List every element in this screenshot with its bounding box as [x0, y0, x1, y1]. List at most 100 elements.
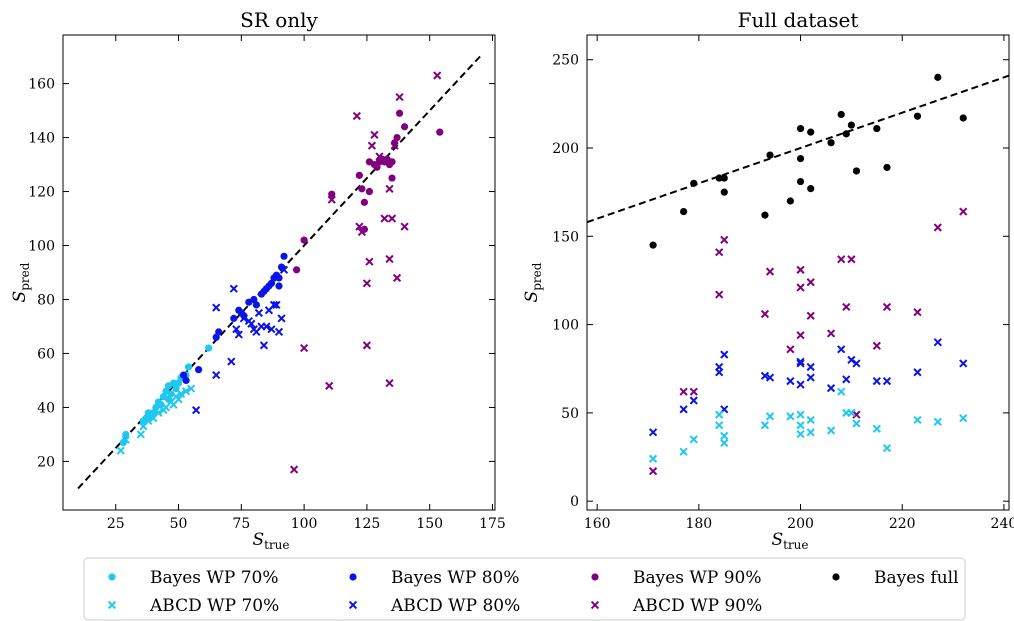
- y-tick-label: 250: [552, 53, 579, 69]
- data-point-dot: [174, 379, 183, 387]
- data-point-x: [796, 380, 805, 389]
- data-point-x: [357, 227, 366, 237]
- data-point-x: [720, 350, 729, 359]
- data-point-x: [433, 71, 442, 80]
- data-point-dot: [172, 384, 180, 393]
- data-point-x: [715, 362, 724, 372]
- data-point-dot: [690, 179, 698, 187]
- data-point-x: [274, 327, 284, 336]
- series-abcd-wp-80-: [192, 265, 289, 415]
- y-tick-label: 200: [552, 141, 579, 157]
- data-point-x: [186, 384, 196, 393]
- data-point-x: [362, 279, 372, 288]
- data-point-x: [837, 345, 846, 354]
- data-point-dot: [360, 198, 368, 206]
- y-tick-label: 0: [570, 494, 579, 510]
- data-point-x: [144, 416, 153, 426]
- data-point-x: [786, 376, 795, 386]
- legend-label: Bayes WP 90%: [633, 568, 762, 588]
- data-point-x: [234, 330, 243, 339]
- data-point-dot: [649, 241, 657, 249]
- data-point-dot: [913, 112, 922, 120]
- data-point-x: [720, 431, 729, 440]
- data-point-x: [806, 311, 815, 320]
- y-tick-label: 150: [552, 229, 579, 245]
- data-point-x: [842, 302, 851, 312]
- legend-x-icon: [107, 600, 117, 610]
- data-point-x: [715, 421, 724, 430]
- data-point-dot: [292, 266, 301, 274]
- data-point-x: [212, 303, 221, 312]
- data-point-dot: [761, 211, 769, 219]
- data-point-x: [267, 325, 276, 334]
- data-point-x: [121, 435, 130, 444]
- data-point-x: [648, 454, 658, 463]
- data-point-dot: [179, 371, 188, 379]
- data-point-dot: [275, 274, 283, 282]
- data-point-x: [375, 152, 384, 161]
- data-point-x: [765, 412, 775, 421]
- data-point-x: [760, 309, 770, 319]
- legend-item: ABCD WP 90%: [590, 596, 762, 616]
- series-bayes-full: [649, 73, 967, 249]
- data-point-x: [325, 381, 334, 390]
- data-point-x: [826, 329, 836, 338]
- data-point-x: [176, 389, 186, 399]
- data-point-x: [796, 359, 805, 368]
- data-point-x: [400, 222, 409, 231]
- data-point-x: [720, 235, 729, 244]
- data-point-dot: [149, 409, 158, 417]
- data-point-dot: [786, 197, 794, 205]
- identity-line: [77, 53, 484, 490]
- data-point-dot: [393, 133, 401, 142]
- plot-2: 160 180 200 220 240 0 50 100 150 200 250 Full datas…: [552, 8, 1014, 532]
- y-tick-label: 100: [28, 239, 55, 255]
- data-point-x: [227, 357, 236, 366]
- data-point-dot: [215, 328, 223, 336]
- data-point-x: [852, 359, 861, 368]
- data-point-dot: [365, 187, 374, 196]
- y-axis-label: Spred: [10, 262, 32, 302]
- series-abcd-wp-70-: [116, 384, 196, 455]
- identity-line: [587, 74, 1009, 224]
- chart-title: Full dataset: [738, 8, 859, 32]
- data-point-dot: [373, 163, 381, 171]
- legend-item: Bayes WP 70%: [108, 568, 279, 588]
- data-point-dot: [212, 333, 220, 341]
- data-point-dot: [837, 110, 845, 119]
- data-point-x: [269, 300, 279, 309]
- y-tick-label: 120: [28, 185, 55, 201]
- legend-label: ABCD WP 90%: [632, 596, 762, 616]
- data-point-dot: [205, 344, 213, 352]
- data-point-x: [279, 265, 289, 274]
- data-point-x: [786, 412, 795, 421]
- data-point-dot: [184, 363, 193, 371]
- data-point-x: [648, 428, 658, 437]
- y-tick-label: 50: [561, 406, 579, 422]
- data-point-x: [806, 373, 815, 382]
- data-point-x: [247, 319, 256, 328]
- series-bayes-wp-90-: [648, 207, 968, 476]
- data-point-x: [390, 141, 399, 150]
- data-point-x: [913, 308, 922, 317]
- legend-dot-icon: [108, 573, 116, 581]
- data-point-dot: [847, 121, 855, 129]
- legend-label: Bayes WP 70%: [150, 568, 279, 588]
- data-point-dot: [328, 190, 336, 198]
- data-point-dot: [230, 314, 238, 322]
- x-tick-label: 220: [889, 516, 916, 532]
- legend-item: Bayes WP 80%: [349, 568, 520, 588]
- x-tick-label: 150: [416, 516, 443, 532]
- legend-item: ABCD WP 80%: [348, 596, 520, 616]
- data-point-x: [679, 387, 688, 396]
- data-point-x: [796, 429, 805, 439]
- data-point-dot: [157, 401, 165, 409]
- data-point-dot: [400, 123, 409, 131]
- x-tick-label: 75: [232, 516, 250, 532]
- data-point-dot: [766, 151, 774, 159]
- data-point-x: [796, 357, 805, 366]
- data-point-x: [689, 396, 698, 405]
- data-point-dot: [167, 390, 175, 398]
- data-point-dot: [169, 379, 178, 387]
